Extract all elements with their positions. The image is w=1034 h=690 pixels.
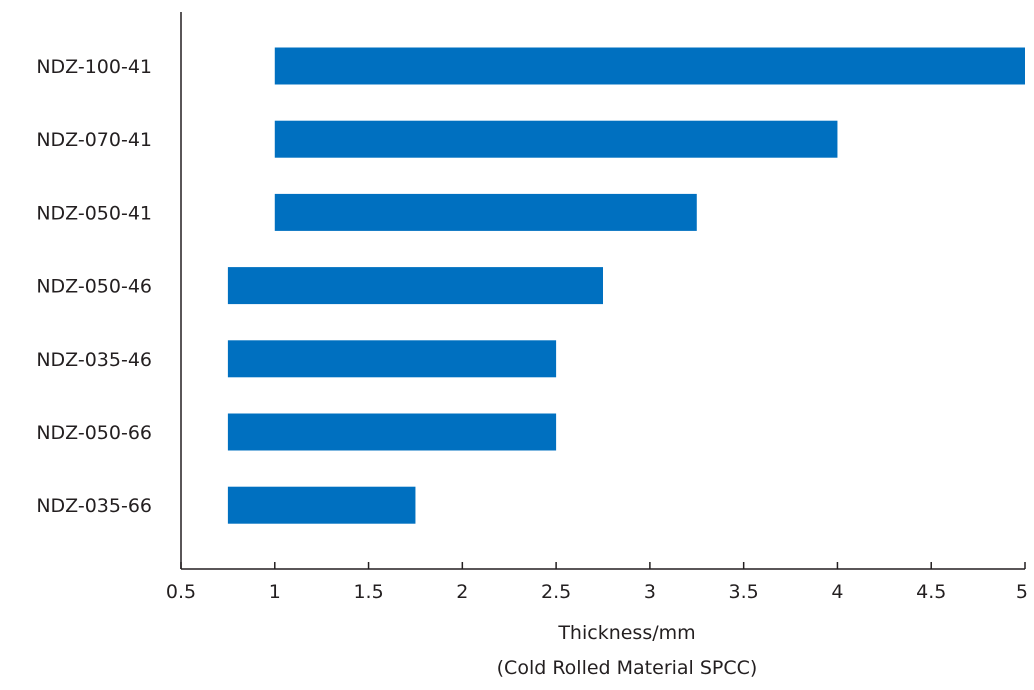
x-axis-title: Thickness/mm	[557, 622, 695, 644]
bar-ndz-100-41	[274, 47, 1025, 85]
bar-ndz-050-41	[274, 193, 697, 231]
x-tick-label: 1	[269, 581, 281, 603]
bar-ndz-035-46	[227, 340, 557, 378]
x-tick-label: 0.5	[166, 581, 196, 603]
category-label: NDZ-035-66	[36, 495, 152, 517]
bar-ndz-050-66	[227, 413, 557, 451]
bar-ndz-050-46	[227, 267, 603, 305]
category-label: NDZ-050-41	[36, 202, 152, 224]
category-labels: NDZ-100-41 NDZ-070-41 NDZ-050-41 NDZ-050-46…	[36, 56, 152, 517]
x-tick-label: 5	[1016, 581, 1028, 603]
category-label: NDZ-070-41	[36, 129, 152, 151]
bar-ndz-070-41	[274, 120, 838, 158]
x-tick-label: 4	[831, 581, 843, 603]
category-label: NDZ-050-66	[36, 422, 152, 444]
x-tick-label: 2.5	[541, 581, 571, 603]
x-tick-label: 4.5	[916, 581, 946, 603]
bar-ndz-035-66	[227, 486, 416, 524]
category-label: NDZ-050-46	[36, 276, 152, 298]
x-tick-label: 3.5	[729, 581, 759, 603]
bars-layer	[227, 47, 1025, 524]
category-label: NDZ-100-41	[36, 56, 152, 78]
x-axis-subtitle: (Cold Rolled Material SPCC)	[497, 657, 758, 679]
x-tick-label: 3	[644, 581, 656, 603]
category-label: NDZ-035-46	[36, 349, 152, 371]
x-tick-label: 1.5	[353, 581, 383, 603]
x-tick-label: 2	[456, 581, 468, 603]
x-axis-ticks: 0.5 1 1.5 2 2.5 3 3.5 4 4.5 5	[166, 562, 1028, 603]
